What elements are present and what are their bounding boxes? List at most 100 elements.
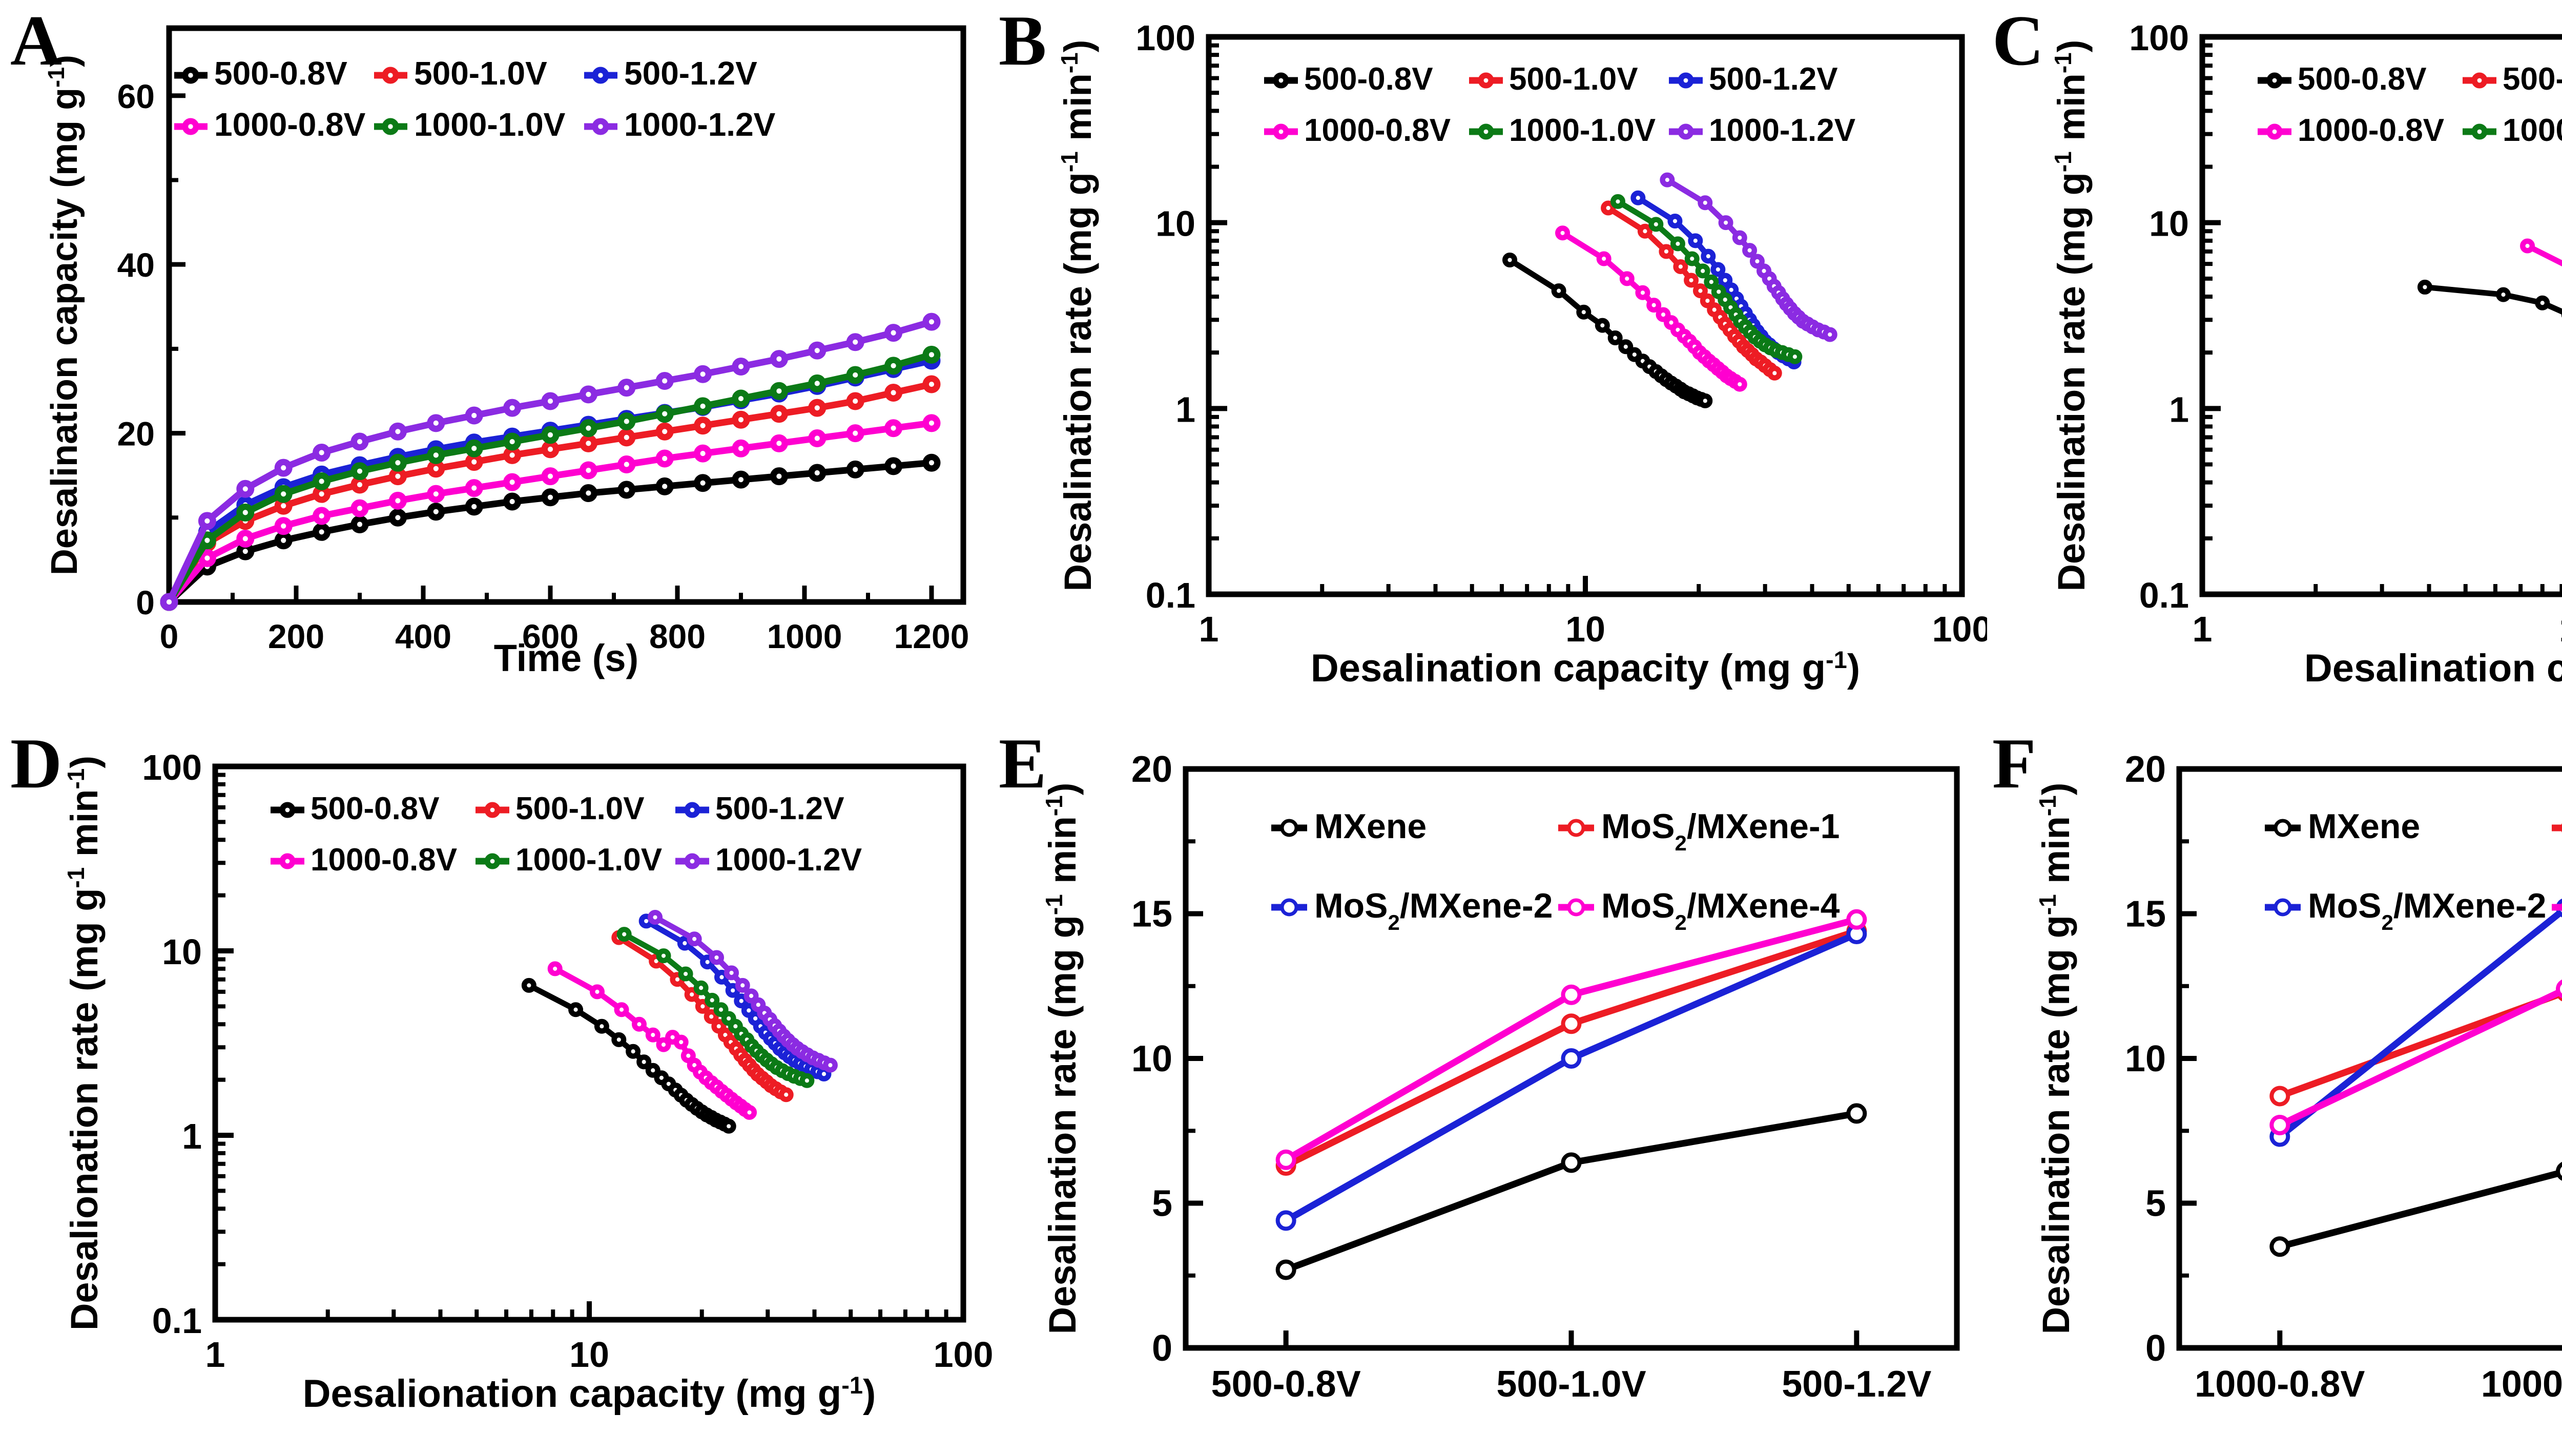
data-point-center — [738, 364, 744, 369]
data-point-center — [547, 494, 553, 500]
series-line-1000-0.8V — [2526, 243, 2562, 267]
data-point — [1846, 1103, 1867, 1124]
data-point-center — [705, 960, 710, 964]
data-point-center — [1767, 276, 1772, 281]
data-point-center — [928, 420, 935, 426]
data-point-center — [319, 513, 324, 519]
legend-marker — [1280, 819, 1298, 837]
data-point-center — [661, 953, 666, 958]
data-point-center — [319, 479, 324, 484]
data-point-center — [814, 348, 820, 353]
data-point-center — [1665, 178, 1669, 182]
data-point-center — [651, 1068, 655, 1073]
panel-f: F 1000-0.8V1000-1.0V1000-1.2V05101520MXe… — [1987, 728, 2562, 1456]
data-point-center — [319, 450, 324, 455]
data-point-center — [1625, 276, 1629, 281]
data-point-center — [509, 480, 515, 485]
data-point — [2269, 1086, 2290, 1107]
data-point-center — [1661, 313, 1666, 317]
y-tick-label: 0 — [2145, 1328, 2166, 1369]
data-point-center — [709, 1014, 714, 1019]
y-axis-title: Desalionation rate (mg g-1 min-1) — [63, 756, 106, 1330]
data-point-center — [1712, 307, 1717, 312]
y-tick-label: 1 — [182, 1116, 202, 1156]
panel-d: D 1 10 100 0.1 1 10 100 500-0.8V 500-1.0V 500-1.2… — [0, 728, 994, 1456]
data-point-center — [547, 446, 553, 452]
data-point — [1561, 1152, 1582, 1173]
y-tick-label: 5 — [2145, 1183, 2166, 1224]
x-tick-label: 1 — [1199, 609, 1219, 649]
data-point-center — [1606, 205, 1610, 211]
data-point-center — [739, 999, 743, 1003]
x-tick-label: 10 — [1565, 609, 1605, 649]
x-tick-label: 200 — [268, 617, 324, 655]
data-point-center — [285, 859, 290, 864]
legend-label-500-1.2V: 500-1.2V — [1709, 61, 1838, 97]
y-axis-title: Desalination rate (mg g-1 min-1) — [1056, 40, 1099, 592]
data-point-center — [357, 522, 363, 527]
data-point-center — [662, 378, 668, 384]
x-tick-label: 500-1.0V — [1496, 1364, 1646, 1405]
data-point-center — [433, 452, 439, 458]
data-point-center — [624, 419, 629, 424]
legend-label-1000-1.0V: 1000-1.0V — [515, 842, 662, 878]
x-tick-label: 100 — [934, 1335, 994, 1375]
data-point-center — [1483, 78, 1489, 83]
x-tick-label: 1 — [205, 1335, 225, 1375]
data-point-center — [1706, 254, 1710, 259]
data-point-center — [509, 405, 515, 411]
data-point-center — [1613, 336, 1618, 340]
data-point-center — [821, 1072, 827, 1076]
data-point-center — [204, 518, 210, 524]
data-point-center — [1698, 288, 1703, 293]
data-point-center — [747, 1008, 751, 1013]
data-point-center — [1723, 278, 1727, 283]
data-point — [1846, 909, 1867, 930]
data-point-center — [586, 391, 591, 397]
legend-label-1000-0.8V: 1000-0.8V — [1304, 113, 1451, 148]
legend-label-1000-1.0V: 1000-1.0V — [414, 106, 566, 143]
data-point-center — [716, 1024, 721, 1029]
data-point-center — [727, 1016, 731, 1021]
legend-label-1000-1.2V: 1000-1.2V — [1709, 113, 1855, 148]
data-point-center — [738, 417, 744, 423]
data-point — [1561, 984, 1582, 1005]
data-point-center — [853, 372, 858, 378]
data-point-center — [433, 466, 439, 471]
data-point-center — [776, 388, 782, 394]
legend-label-500-1.2V: 500-1.2V — [624, 55, 757, 92]
data-point-center — [395, 429, 401, 434]
data-point-center — [784, 1092, 789, 1097]
data-point-center — [723, 1033, 728, 1037]
panel-letter-c: C — [1992, 1, 2044, 80]
legend-marker — [1280, 898, 1298, 917]
data-point-center — [433, 509, 439, 514]
data-point-center — [1716, 267, 1720, 272]
legend-label-MXene: MXene — [2308, 807, 2420, 846]
y-axis-title: Desalination capacity (mg g-1) — [43, 55, 86, 575]
svgE-plot: 500-0.8V 500-1.0V 500-1.2V 0 5 10 15 20 — [1131, 749, 1960, 1405]
x-tick-label: 10 — [569, 1335, 609, 1375]
y-tick-label: 10 — [1131, 1038, 1172, 1079]
data-point-center — [738, 477, 744, 483]
data-point-center — [675, 977, 680, 982]
data-point-center — [700, 403, 706, 409]
svgE-legend: MXene MoS2/MXene-1 MoS2/MXene-2 MoS2/MXene-… — [1271, 807, 1840, 934]
data-point-center — [1738, 235, 1742, 240]
y-tick-label: 20 — [117, 415, 155, 453]
legend-marker — [1567, 898, 1585, 917]
plot-frame — [2199, 34, 2562, 597]
data-point-center — [2525, 243, 2530, 248]
data-point-center — [690, 807, 695, 813]
data-point-center — [2501, 293, 2506, 297]
data-point-center — [700, 423, 706, 428]
y-axis-title: Desalination rate (mg g-1 min-1) — [2050, 40, 2093, 592]
legend-label-500-0.8V: 500-0.8V — [214, 55, 347, 92]
data-point-center — [1602, 256, 1606, 261]
data-point-center — [319, 529, 324, 535]
y-tick-label: 40 — [117, 246, 155, 284]
y-tick-label: 60 — [117, 77, 155, 115]
data-point-center — [388, 73, 393, 78]
